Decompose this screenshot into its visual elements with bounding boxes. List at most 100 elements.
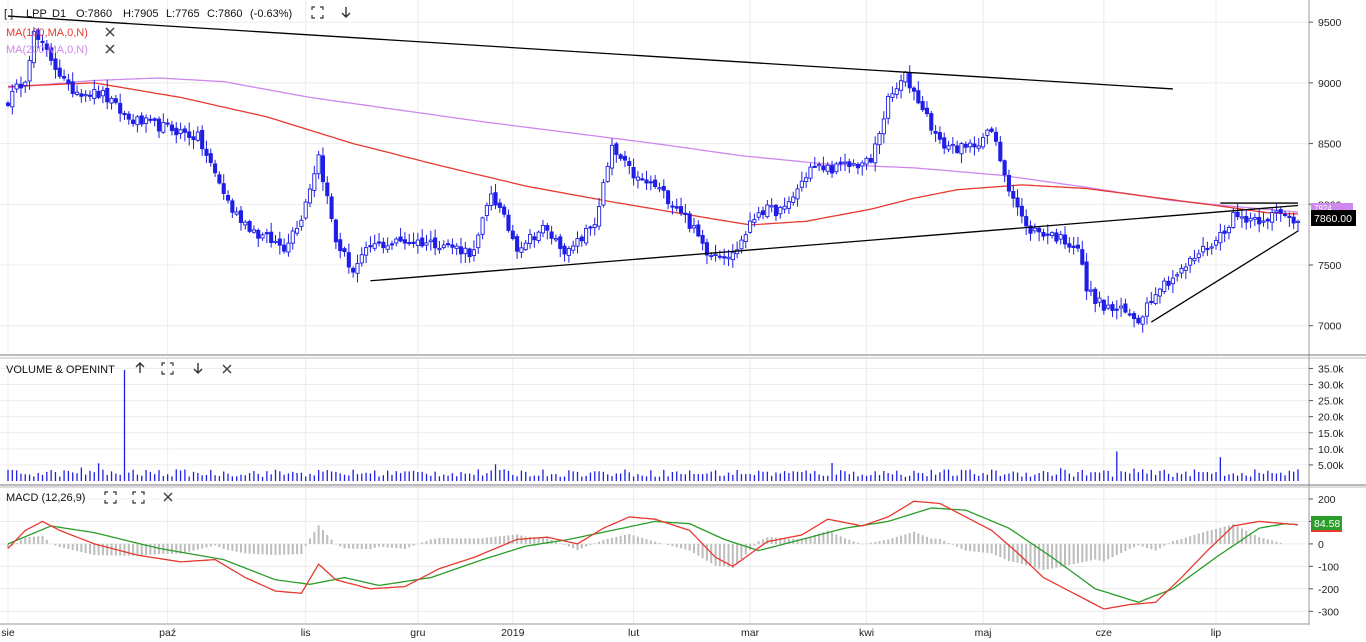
candle-body [269, 231, 274, 243]
candle-body [571, 245, 576, 251]
macd-lines-layer [7, 500, 1299, 610]
candle-body [760, 210, 766, 216]
candle-body [1058, 234, 1063, 240]
window-corner-icon[interactable]: [ ] [4, 8, 13, 20]
candle-body [307, 188, 313, 204]
candle-body [489, 193, 494, 206]
candle-body [355, 263, 360, 274]
candle-body [221, 183, 226, 194]
candle-body [1062, 234, 1068, 245]
candle-body [1283, 213, 1288, 217]
candle-body [1132, 313, 1137, 320]
candle-body [428, 239, 433, 243]
date-tick-label: lip [1211, 627, 1222, 639]
candle-body [825, 164, 830, 172]
maximize-icon[interactable] [161, 362, 174, 375]
candle-body [855, 163, 860, 169]
candle-body [622, 155, 628, 161]
candle-body [713, 253, 718, 256]
candle-body [502, 206, 507, 215]
candle-body [989, 128, 994, 132]
candle-body [1002, 160, 1007, 176]
candle-body [148, 118, 153, 121]
candle-body [450, 244, 455, 248]
candle-body [609, 144, 615, 169]
candle-body [174, 127, 179, 136]
candle-body [1106, 304, 1111, 309]
candle-body [1067, 243, 1072, 248]
candle-body [1278, 209, 1283, 214]
volume-tick-label: 15.0k [1318, 428, 1344, 440]
candle-body [527, 234, 533, 244]
candle-body [506, 214, 511, 231]
candle-body [1252, 217, 1257, 220]
close-ma200-icon[interactable] [105, 44, 115, 54]
candle-body [10, 90, 15, 108]
volume-tick-label: 35.0k [1318, 363, 1344, 375]
candle-body [342, 248, 347, 253]
candle-body [1136, 317, 1141, 324]
close-macd-icon[interactable] [163, 492, 173, 502]
candle-body [1080, 249, 1085, 265]
candle-body [981, 137, 986, 148]
macd-line [7, 500, 1299, 610]
maximize-icon[interactable] [311, 6, 324, 19]
candle-body [877, 133, 882, 146]
candle-body [376, 241, 382, 244]
candle-body [27, 59, 32, 82]
candle-body [165, 122, 170, 125]
macd-tick-label: -300 [1318, 606, 1339, 618]
candle-body [950, 144, 955, 147]
candle-body [1032, 227, 1037, 232]
candle-body [299, 219, 304, 227]
arrow-up-icon[interactable] [135, 362, 145, 373]
candle-body [838, 161, 843, 165]
ma-tag-bg [1311, 203, 1353, 212]
candle-body [592, 224, 597, 228]
candle-body [286, 242, 291, 253]
candle-body [1045, 233, 1050, 236]
candle-body [109, 97, 114, 104]
maximize-icon[interactable] [104, 491, 117, 504]
candle-body [886, 95, 891, 119]
candle-body [868, 158, 873, 163]
candle-body [208, 153, 213, 163]
candle-body [773, 204, 779, 216]
price-axis: 700075008000850090009500 [1309, 17, 1342, 333]
candle-body [1093, 288, 1098, 304]
candle-body [152, 118, 157, 121]
candle-body [584, 227, 589, 244]
candle-body [1149, 300, 1154, 304]
arrow-down-icon[interactable] [341, 7, 351, 18]
candle-body [368, 245, 373, 248]
price-tick-label: 7000 [1318, 321, 1342, 333]
volume-tick-label: 25.0k [1318, 396, 1344, 408]
candle-body [933, 131, 938, 134]
maximize-icon[interactable] [132, 491, 145, 504]
arrow-down-icon[interactable] [193, 363, 203, 374]
candle-body [217, 174, 222, 184]
candle-body [1218, 232, 1223, 244]
candle-body [264, 232, 269, 235]
candle-body [471, 249, 477, 256]
close-ma100-icon[interactable] [105, 27, 115, 37]
candle-body [260, 234, 265, 239]
candle-body [480, 217, 485, 235]
candle-body [126, 113, 131, 120]
candle-body [696, 224, 701, 237]
candle-body [1261, 220, 1266, 223]
candle-body [135, 116, 140, 126]
candle-body [726, 256, 731, 260]
candle-body [765, 204, 770, 218]
candle-body [752, 219, 757, 223]
close-volume-icon[interactable] [222, 364, 232, 374]
price-grid [0, 0, 1309, 354]
candle-body [786, 201, 791, 209]
candle-body [1114, 308, 1119, 311]
candle-body [687, 213, 692, 229]
candle-body [601, 182, 606, 206]
candle-body [1071, 245, 1076, 248]
candle-body [817, 164, 822, 167]
ma-tag: 7924 [1314, 204, 1332, 213]
